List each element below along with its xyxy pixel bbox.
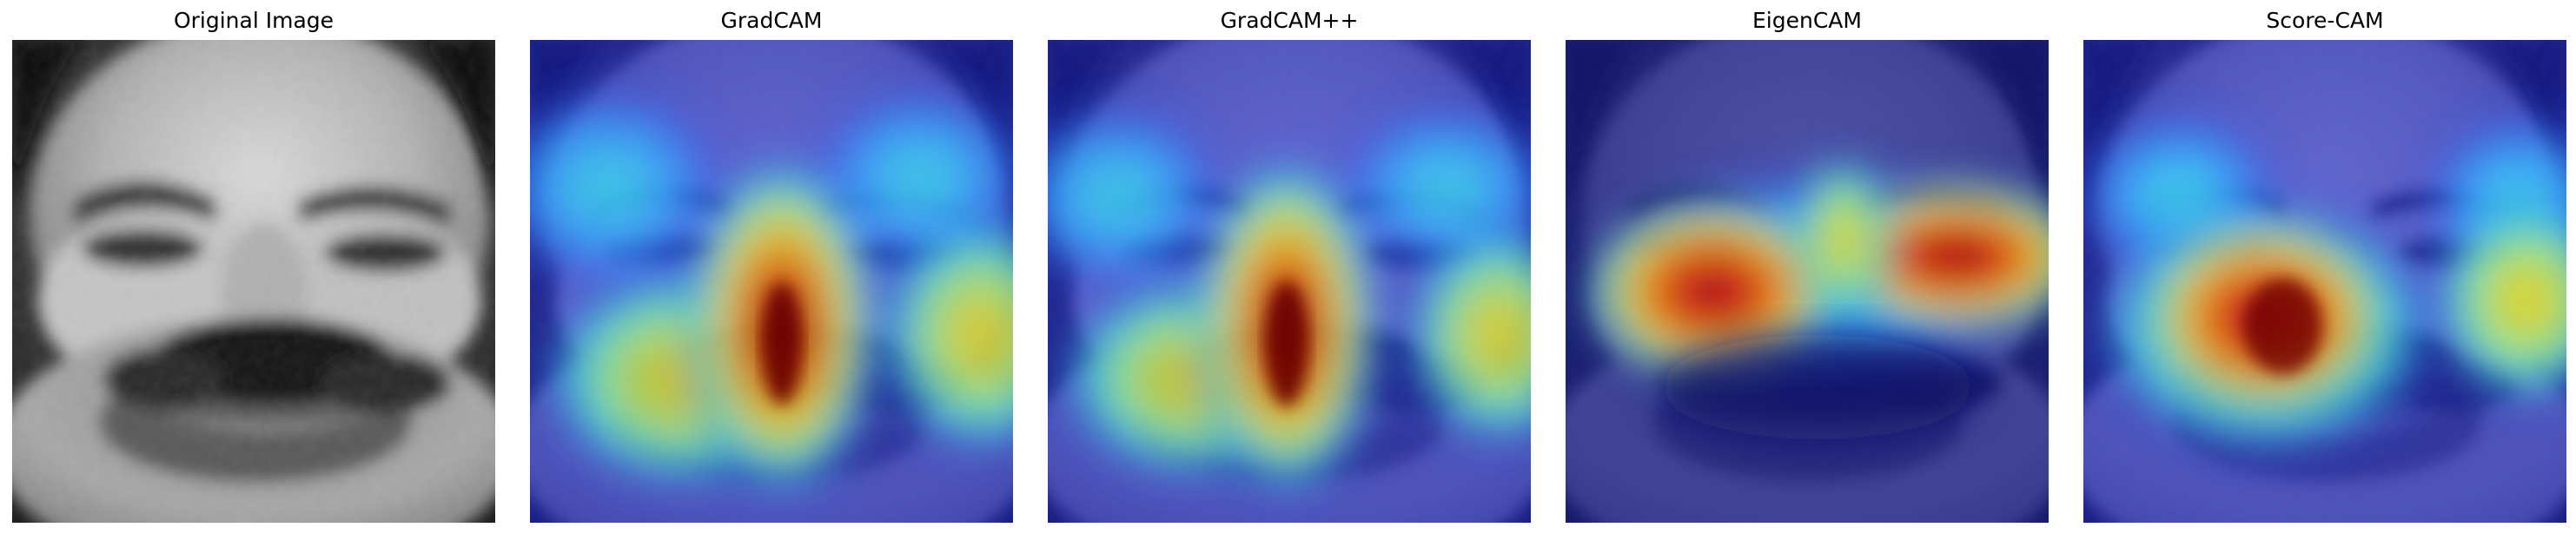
- panel-score-cam: Score-CAM: [2083, 0, 2566, 534]
- gradcam-plus-plus-overlay: [1048, 40, 1531, 523]
- panel-eigencam: EigenCAM: [1566, 0, 2049, 534]
- panel-title: GradCAM++: [1220, 8, 1359, 33]
- gradcam-plus-plus-heatmap-image: [1048, 40, 1531, 523]
- gradcam-heatmap-image: [530, 40, 1013, 523]
- score-cam-overlay: [2083, 40, 2566, 523]
- panel-gradcam-plus-plus: GradCAM++: [1048, 0, 1531, 534]
- score-cam-heatmap-image: [2083, 40, 2566, 523]
- panel-title: Original Image: [173, 8, 334, 33]
- panel-title: Score-CAM: [2266, 8, 2384, 33]
- panel-original-image: Original Image: [12, 0, 495, 534]
- panel-title: GradCAM: [720, 8, 823, 33]
- eigencam-overlay: [1566, 40, 2049, 523]
- original-face-image: [12, 40, 495, 523]
- eigencam-heatmap-image: [1566, 40, 2049, 523]
- gradcam-overlay: [530, 40, 1013, 523]
- panel-gradcam: GradCAM: [530, 0, 1013, 534]
- face-photo: [12, 40, 495, 523]
- panel-title: EigenCAM: [1752, 8, 1862, 33]
